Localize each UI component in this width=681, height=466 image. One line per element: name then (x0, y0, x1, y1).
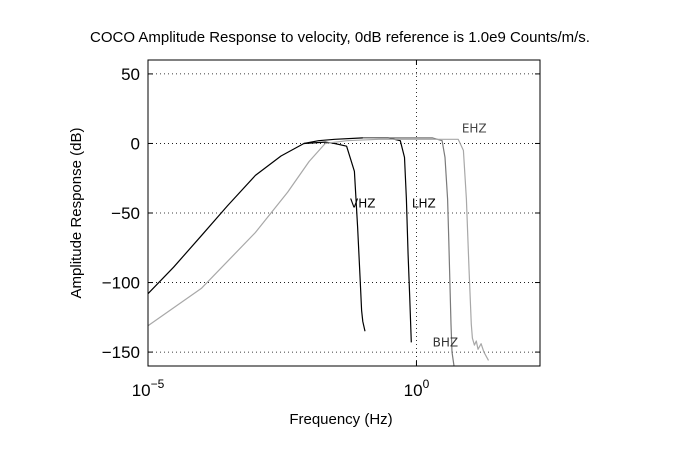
y-tick-label: −150 (102, 343, 140, 362)
y-tick-label: 0 (131, 134, 140, 153)
y-tick-label: 50 (121, 65, 140, 84)
x-axis-label: Frequency (Hz) (289, 411, 392, 428)
x-tick-label: 100 (404, 377, 430, 400)
y-axis-ticks: 50 0 −50 −100 −150 (102, 65, 540, 362)
chart-title: COCO Amplitude Response to velocity, 0dB… (90, 29, 590, 46)
y-axis-label: Amplitude Response (dB) (68, 128, 85, 299)
series-line-lhz (303, 137, 412, 343)
series-label-ehz: EHZ (462, 121, 487, 135)
series-label-lhz: LHZ (412, 196, 436, 210)
x-tick-base: 10 (132, 381, 151, 400)
series-label-vhz: VHZ (350, 196, 375, 210)
series-annotations: EHZ VHZ LHZ BHZ (350, 121, 487, 349)
x-axis-ticks: 10−5 100 (132, 60, 430, 400)
series-layer (147, 137, 490, 367)
series-line-ehz (147, 138, 490, 361)
x-tick-base: 10 (404, 381, 423, 400)
x-tick-exponent: 0 (423, 377, 430, 391)
y-tick-label: −50 (111, 204, 140, 223)
grid-lines (147, 60, 540, 366)
y-tick-label: −100 (102, 274, 140, 293)
x-tick-exponent: −5 (151, 377, 165, 391)
x-tick-label: 10−5 (132, 377, 165, 400)
series-line-bhz (362, 137, 455, 367)
series-label-bhz: BHZ (433, 336, 458, 350)
